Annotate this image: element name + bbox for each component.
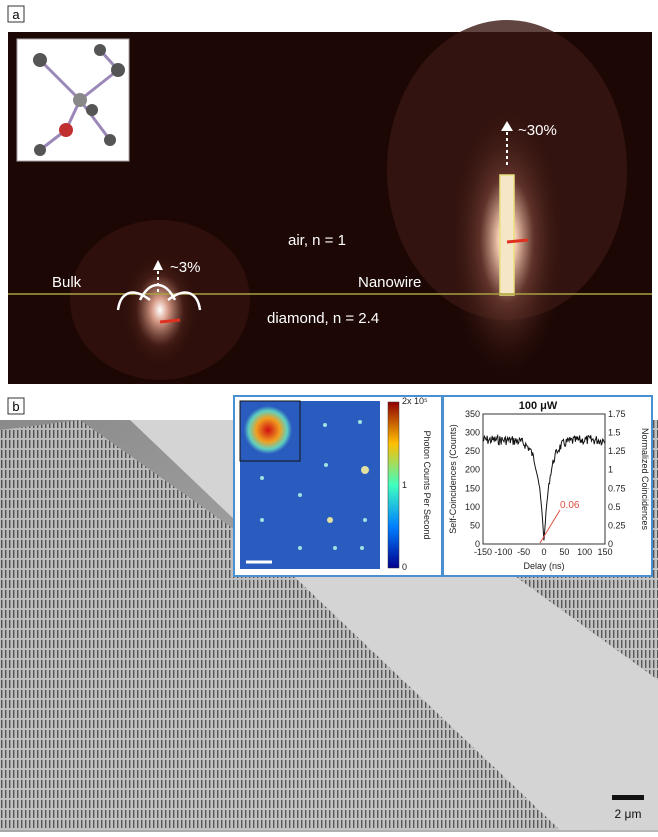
panel-label: b <box>12 399 19 414</box>
tick-label: 150 <box>597 547 612 557</box>
bulk-fraction: ~3% <box>170 259 200 276</box>
tick-label: 200 <box>465 465 480 475</box>
tick-label: 0.25 <box>608 520 626 530</box>
tick-label: 0.75 <box>608 483 626 493</box>
nanowire-label: Nanowire <box>358 274 421 291</box>
tick-label: 150 <box>465 483 480 493</box>
tick-label: 50 <box>559 547 569 557</box>
tick-label: 0.5 <box>608 502 621 512</box>
tick-label: 100 <box>577 547 592 557</box>
dipole-arrow <box>507 240 528 242</box>
tick-label: -100 <box>494 547 512 557</box>
colorbar-tick: 1 <box>402 480 407 490</box>
diamond-label: diamond, n = 2.4 <box>267 310 379 327</box>
scale-bar-label: 2 μm <box>615 807 642 821</box>
scale-bar <box>612 795 644 800</box>
g2-title: 100 μW <box>519 400 558 412</box>
y-axis-label: Self-Coincidences (Counts) <box>448 424 458 534</box>
tick-label: 100 <box>465 502 480 512</box>
nanowire <box>500 175 514 295</box>
colorbar <box>388 402 399 568</box>
tick-label: 250 <box>465 446 480 456</box>
g2-annotation: 0.06 <box>560 500 580 511</box>
nanowire-fraction: ~30% <box>518 122 557 139</box>
tick-label: 1 <box>608 465 613 475</box>
y2-axis-label: Normalized Coincidences <box>640 428 650 531</box>
tick-label: 50 <box>470 520 480 530</box>
pl-spot <box>244 406 292 454</box>
tick-label: 1.25 <box>608 446 626 456</box>
colorbar-label: Photon Counts Per Second <box>422 430 432 539</box>
tick-label: 1.5 <box>608 428 621 438</box>
page: a ~30% ~3% air, n = 1 Bulk Nanowire diam… <box>0 0 658 837</box>
figure: a ~30% ~3% air, n = 1 Bulk Nanowire diam… <box>0 0 658 832</box>
tick-label: -150 <box>474 547 492 557</box>
panel-label: a <box>12 7 20 22</box>
bulk-label: Bulk <box>52 274 82 291</box>
tick-label: 350 <box>465 409 480 419</box>
tick-label: 0 <box>541 547 546 557</box>
colorbar-tick: 0 <box>402 562 407 572</box>
tick-label: 300 <box>465 428 480 438</box>
air-label: air, n = 1 <box>288 232 346 249</box>
x-axis-label: Delay (ns) <box>523 561 564 571</box>
dipole-arrow <box>160 320 180 322</box>
colorbar-tick: 2x 10⁵ <box>402 396 428 406</box>
tick-label: 1.75 <box>608 409 626 419</box>
tick-label: -50 <box>517 547 530 557</box>
